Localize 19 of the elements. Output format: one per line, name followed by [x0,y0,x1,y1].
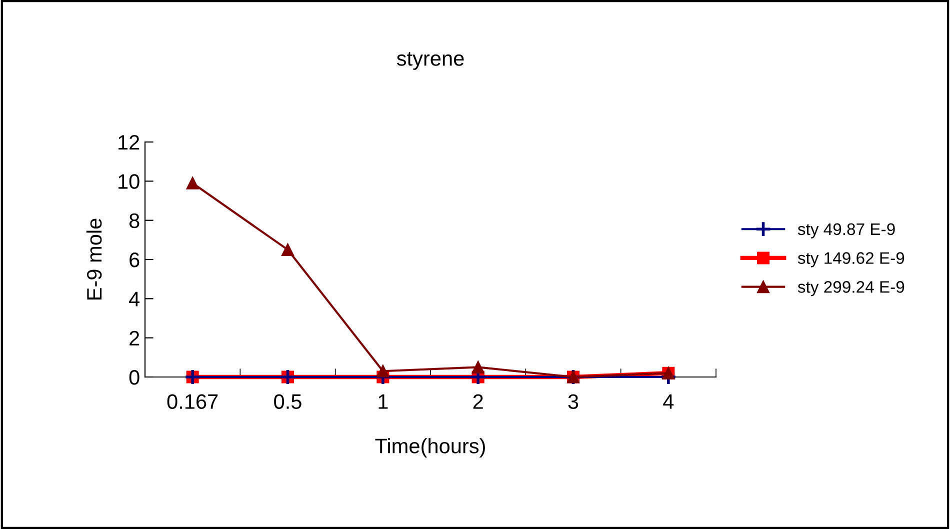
y-tick-label: 8 [129,213,140,228]
y-axis-title: E-9 mole [86,218,102,300]
x-tick-label: 1 [378,394,388,409]
x-tick-label: 2 [473,394,483,409]
x-tick-label: 4 [663,394,674,409]
y-tick-label: 0 [129,370,140,385]
legend-label: sty 149.62 E-9 [798,252,904,268]
legend-label: sty 299.24 E-9 [798,281,904,296]
y-tick-label: 4 [129,292,140,306]
x-tick-label: 3 [568,394,578,409]
y-tick-label: 6 [130,252,140,268]
x-axis-title: Time(hours) [375,438,485,458]
y-tick-label: 2 [130,330,140,346]
y-tick-label: 10 [118,174,140,189]
y-tick-label: 12 [118,135,140,150]
legend-label: sty 49.87 E-9 [798,223,895,238]
x-tick-label: 0.5 [274,394,302,409]
x-tick-label: 0.167 [167,394,218,409]
chart-title: styrene [396,52,464,70]
